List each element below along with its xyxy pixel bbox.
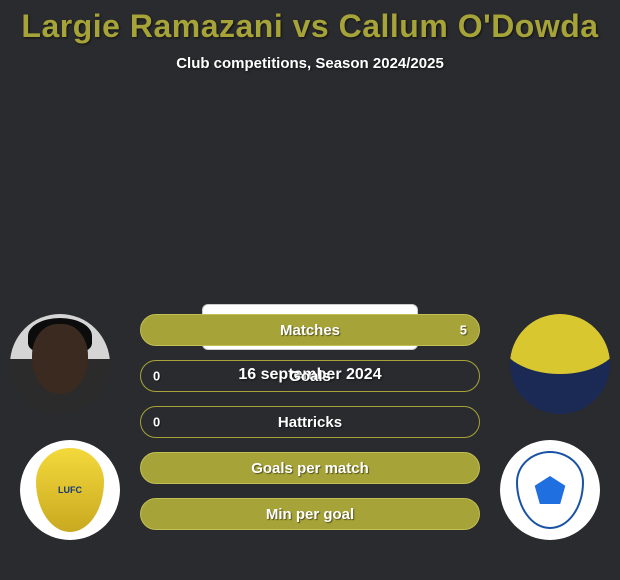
stat-label: Goals — [289, 368, 331, 385]
stat-label: Goals per match — [251, 460, 369, 477]
stat-label: Matches — [280, 322, 340, 339]
subtitle: Club competitions, Season 2024/2025 — [0, 55, 620, 72]
stat-bars: Matches 5 Goals 0 Hattricks 0 Goals per match M… — [140, 314, 480, 530]
stat-bar-min-per-goal: Min per goal — [140, 498, 480, 530]
stat-bar-goals-per-match: Goals per match — [140, 452, 480, 484]
stat-bar-hattricks: Hattricks 0 — [140, 406, 480, 438]
club-left-badge: LUFC — [20, 440, 120, 540]
stat-label: Min per goal — [266, 506, 354, 523]
stat-bar-goals: Goals 0 — [140, 360, 480, 392]
player-left-photo — [10, 314, 110, 414]
stat-left-value: 0 — [153, 415, 160, 430]
stat-left-value: 0 — [153, 369, 160, 384]
club-right-badge — [500, 440, 600, 540]
player-right-photo — [510, 314, 610, 414]
stat-bar-matches: Matches 5 — [140, 314, 480, 346]
page-title: Largie Ramazani vs Callum O'Dowda — [0, 0, 620, 45]
stat-right-value: 5 — [460, 323, 467, 338]
stat-label: Hattricks — [278, 414, 342, 431]
comparison-arena: LUFC Matches5Goals0Hattricks0Goals per m… — [0, 304, 620, 384]
